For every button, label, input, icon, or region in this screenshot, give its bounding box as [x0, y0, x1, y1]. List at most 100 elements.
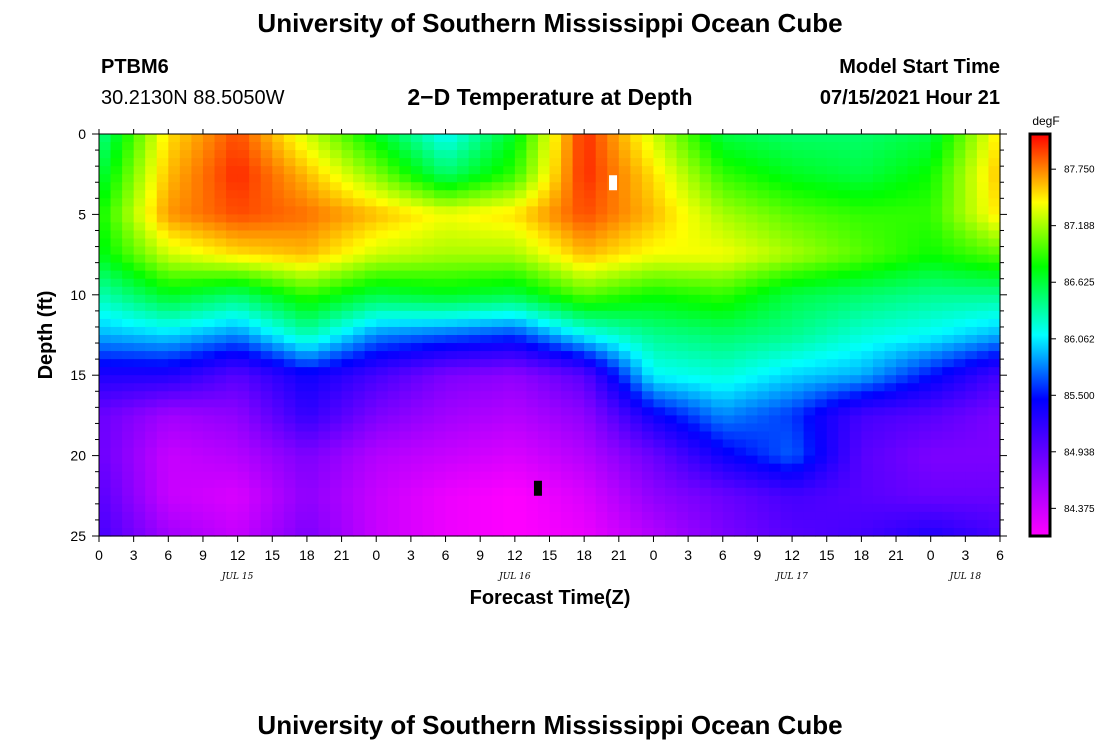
heatmap-cell	[699, 519, 712, 529]
heatmap-cell	[503, 190, 516, 199]
heatmap-cell	[665, 158, 678, 167]
heatmap-cell	[976, 142, 990, 151]
heatmap-cell	[803, 166, 816, 175]
heatmap-cell	[226, 487, 239, 497]
heatmap-cell	[641, 423, 655, 433]
heatmap-cell	[156, 423, 169, 433]
heatmap-cell	[341, 270, 354, 280]
heatmap-cell	[341, 310, 354, 320]
heatmap-cell	[618, 527, 631, 537]
heatmap-cell	[249, 262, 262, 272]
heatmap-cell	[387, 399, 400, 408]
heatmap-cell	[688, 286, 701, 296]
heatmap-cell	[792, 415, 805, 425]
heatmap-cell	[433, 407, 447, 416]
heatmap-cell	[387, 190, 400, 199]
heatmap-cell	[872, 375, 886, 384]
heatmap-cell	[872, 455, 886, 465]
heatmap-cell	[364, 471, 377, 481]
heatmap-cell	[780, 487, 793, 497]
heatmap-cell	[757, 511, 770, 521]
heatmap-cell	[433, 182, 447, 191]
heatmap-cell	[156, 238, 169, 248]
heatmap-cell	[387, 142, 400, 151]
heatmap-cell	[930, 206, 943, 215]
heatmap-cell	[249, 310, 262, 320]
heatmap-cell	[607, 238, 620, 248]
heatmap-cell	[202, 326, 216, 336]
heatmap-cell	[468, 206, 481, 215]
heatmap-cell	[133, 479, 146, 489]
heatmap-cell	[156, 190, 169, 199]
heatmap-cell	[145, 326, 158, 336]
heatmap-cell	[988, 190, 1001, 199]
heatmap-cell	[734, 431, 747, 441]
heatmap-cell	[768, 399, 782, 408]
heatmap-cell	[815, 222, 828, 232]
heatmap-cell	[399, 142, 412, 151]
heatmap-cell	[341, 359, 354, 368]
heatmap-cell	[561, 455, 574, 465]
heatmap-cell	[99, 206, 112, 215]
heatmap-cell	[872, 158, 886, 167]
heatmap-cell	[214, 134, 227, 143]
heatmap-cell	[953, 503, 966, 513]
heatmap-cell	[780, 190, 793, 199]
heatmap-cell	[457, 399, 470, 408]
heatmap-cell	[872, 318, 886, 328]
heatmap-cell	[907, 270, 920, 280]
heatmap-cell	[364, 246, 377, 256]
heatmap-cell	[330, 439, 343, 449]
heatmap-cell	[711, 415, 724, 425]
heatmap-cell	[815, 262, 828, 272]
heatmap-cell	[156, 270, 169, 280]
heatmap-cell	[272, 206, 285, 215]
heatmap-cell	[122, 527, 135, 537]
heatmap-cell	[99, 182, 112, 191]
heatmap-cell	[433, 318, 447, 328]
heatmap-cell	[376, 415, 389, 425]
heatmap-cell	[237, 471, 250, 481]
heatmap-cell	[988, 310, 1001, 320]
heatmap-cell	[168, 479, 181, 489]
heatmap-cell	[433, 463, 447, 473]
heatmap-cell	[838, 519, 851, 529]
heatmap-cell	[110, 238, 123, 248]
heatmap-cell	[145, 262, 158, 272]
heatmap-cell	[988, 198, 1001, 207]
heatmap-cell	[953, 182, 966, 191]
heatmap-cell	[745, 439, 759, 449]
heatmap-cell	[607, 335, 620, 344]
heatmap-cell	[607, 318, 620, 328]
heatmap-cell	[584, 391, 597, 400]
heatmap-cell	[422, 278, 435, 288]
heatmap-cell	[306, 310, 320, 320]
heatmap-cell	[584, 359, 597, 368]
heatmap-cell	[838, 487, 851, 497]
heatmap-cell	[387, 351, 400, 360]
heatmap-cell	[410, 471, 424, 481]
heatmap-cell	[815, 503, 828, 513]
heatmap-cell	[618, 134, 631, 143]
heatmap-cell	[99, 278, 112, 288]
heatmap-cell	[653, 158, 666, 167]
heatmap-cell	[168, 166, 181, 175]
heatmap-cell	[953, 447, 966, 457]
heatmap-cell	[445, 198, 458, 207]
heatmap-cell	[803, 367, 816, 376]
heatmap-cell	[849, 158, 862, 167]
heatmap-cell	[99, 519, 112, 529]
heatmap-cell	[768, 511, 782, 521]
heatmap-cell	[907, 174, 920, 183]
heatmap-cell	[272, 174, 285, 183]
heatmap-cell	[145, 270, 158, 280]
heatmap-cell	[919, 222, 932, 232]
heatmap-cell	[722, 383, 735, 392]
heatmap-cell	[422, 174, 435, 183]
heatmap-cell	[491, 222, 504, 232]
heatmap-cell	[942, 423, 955, 433]
heatmap-cell	[676, 182, 689, 191]
heatmap-cell	[260, 479, 273, 489]
heatmap-cell	[665, 262, 678, 272]
heatmap-cell	[930, 343, 943, 352]
